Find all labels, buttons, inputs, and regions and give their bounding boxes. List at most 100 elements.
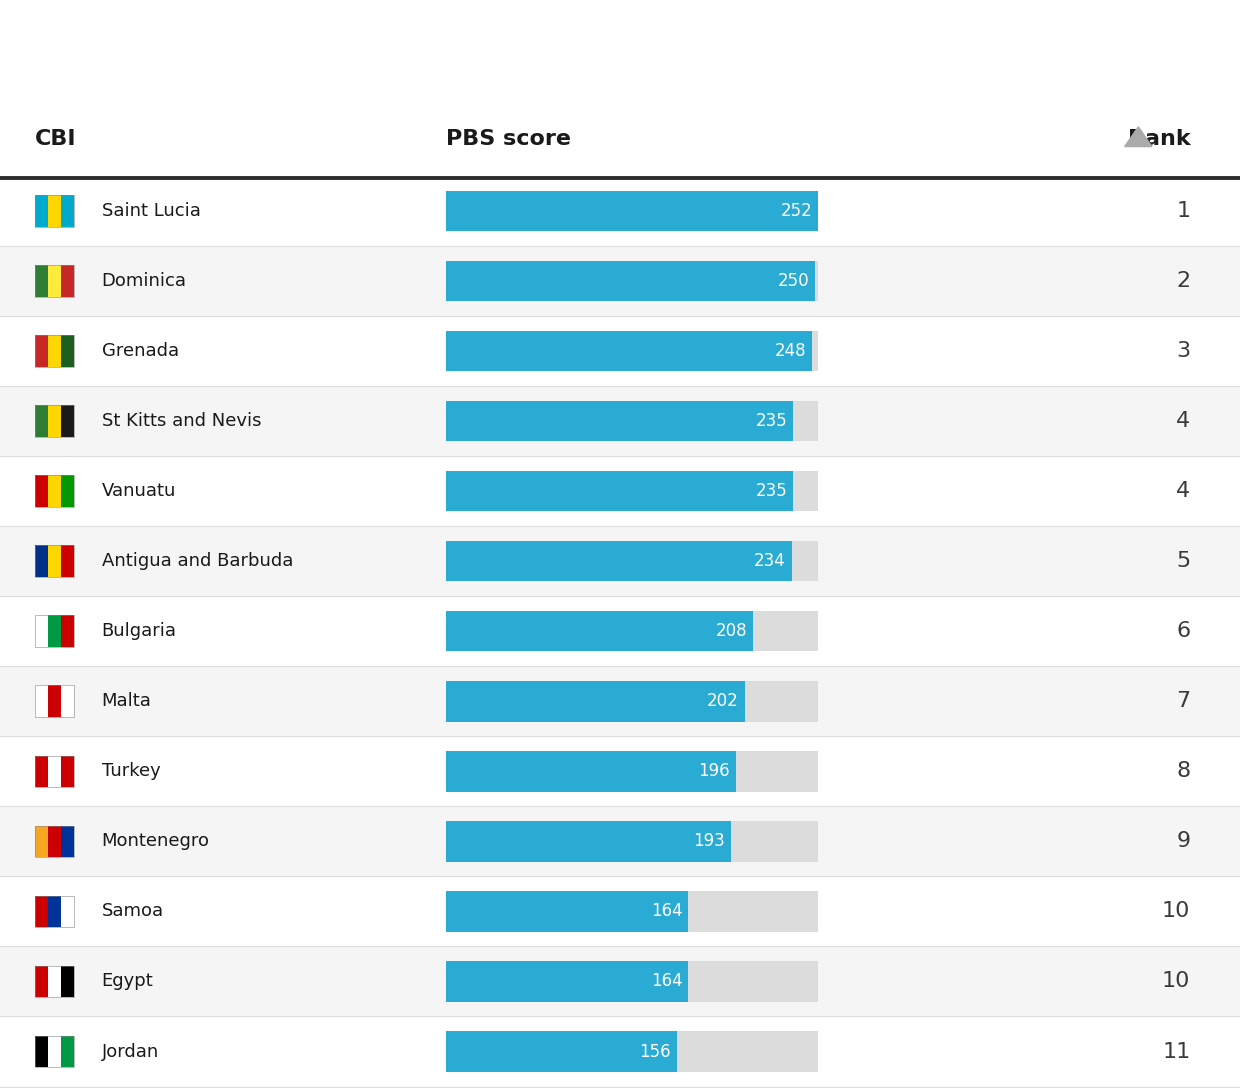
Bar bbox=[0, 316, 1240, 385]
Bar bbox=[61, 686, 74, 717]
Text: CBI: CBI bbox=[35, 129, 76, 149]
Text: 248: 248 bbox=[775, 342, 806, 360]
Bar bbox=[446, 891, 818, 931]
Bar bbox=[48, 895, 61, 927]
Bar bbox=[61, 405, 74, 437]
Text: Egypt: Egypt bbox=[102, 973, 154, 990]
Bar bbox=[35, 545, 74, 577]
Bar bbox=[0, 456, 1240, 526]
Bar bbox=[446, 751, 735, 792]
Text: Malta: Malta bbox=[102, 692, 151, 710]
Text: 250: 250 bbox=[777, 272, 810, 289]
Bar bbox=[35, 475, 74, 507]
Bar bbox=[446, 471, 818, 511]
Text: Rank: Rank bbox=[1127, 129, 1190, 149]
Text: 4: 4 bbox=[1177, 482, 1190, 501]
Text: Saint Lucia: Saint Lucia bbox=[102, 202, 201, 219]
Bar bbox=[61, 1035, 74, 1067]
Bar bbox=[0, 596, 1240, 666]
Text: 164: 164 bbox=[651, 973, 682, 990]
Bar bbox=[446, 401, 818, 441]
Bar bbox=[446, 891, 688, 931]
Bar bbox=[446, 751, 818, 792]
Bar bbox=[446, 821, 732, 862]
Bar bbox=[35, 195, 48, 227]
Text: PBS score: PBS score bbox=[446, 129, 572, 149]
Text: 5: 5 bbox=[1177, 551, 1190, 571]
Bar bbox=[35, 965, 74, 997]
Bar bbox=[35, 756, 48, 787]
Bar bbox=[61, 195, 74, 227]
Bar bbox=[35, 616, 48, 646]
Text: Bulgaria: Bulgaria bbox=[102, 622, 176, 640]
Bar bbox=[0, 877, 1240, 947]
Bar bbox=[35, 686, 74, 717]
Text: 196: 196 bbox=[698, 762, 729, 781]
Bar bbox=[48, 616, 61, 646]
Bar bbox=[446, 190, 818, 232]
Bar bbox=[35, 475, 48, 507]
Bar bbox=[35, 405, 74, 437]
Bar bbox=[48, 1035, 61, 1067]
Bar bbox=[48, 686, 61, 717]
Bar bbox=[61, 335, 74, 367]
Bar bbox=[446, 190, 818, 232]
Bar bbox=[61, 895, 74, 927]
Text: Grenada: Grenada bbox=[102, 342, 179, 360]
Text: 235: 235 bbox=[755, 482, 787, 500]
Bar bbox=[48, 965, 61, 997]
Text: 164: 164 bbox=[651, 902, 682, 921]
Text: Vanuatu: Vanuatu bbox=[102, 482, 176, 500]
Bar bbox=[35, 265, 48, 297]
Text: Turkey: Turkey bbox=[102, 762, 160, 781]
Bar bbox=[35, 1035, 74, 1067]
Bar bbox=[446, 1031, 677, 1072]
Bar bbox=[35, 756, 74, 787]
Text: 202: 202 bbox=[707, 692, 738, 710]
Bar bbox=[0, 736, 1240, 806]
Bar bbox=[0, 246, 1240, 316]
Bar bbox=[61, 756, 74, 787]
Bar bbox=[0, 176, 1240, 246]
Bar bbox=[48, 826, 61, 857]
Bar bbox=[446, 961, 688, 1001]
Bar bbox=[48, 265, 61, 297]
Bar bbox=[35, 826, 48, 857]
Bar bbox=[61, 265, 74, 297]
Bar bbox=[446, 541, 792, 581]
Bar bbox=[0, 666, 1240, 736]
Bar bbox=[446, 1031, 818, 1072]
Text: 6: 6 bbox=[1177, 621, 1190, 641]
Text: 252: 252 bbox=[780, 202, 812, 219]
Bar bbox=[0, 806, 1240, 877]
Bar bbox=[446, 541, 818, 581]
Bar bbox=[0, 0, 1240, 176]
Bar bbox=[446, 331, 812, 371]
Bar bbox=[35, 895, 74, 927]
Text: 3: 3 bbox=[1177, 341, 1190, 361]
Bar bbox=[446, 681, 744, 722]
Text: 193: 193 bbox=[693, 832, 725, 851]
Bar bbox=[35, 1035, 48, 1067]
Bar bbox=[446, 331, 818, 371]
Text: Dominica: Dominica bbox=[102, 272, 187, 289]
Bar bbox=[35, 195, 74, 227]
Bar bbox=[61, 965, 74, 997]
Text: St Kitts and Nevis: St Kitts and Nevis bbox=[102, 412, 262, 430]
Bar bbox=[0, 1017, 1240, 1087]
Text: 2: 2 bbox=[1177, 271, 1190, 290]
Text: Samoa: Samoa bbox=[102, 902, 164, 921]
Polygon shape bbox=[1125, 127, 1152, 146]
Bar bbox=[0, 947, 1240, 1017]
Bar bbox=[48, 195, 61, 227]
Bar bbox=[35, 335, 74, 367]
Bar bbox=[446, 261, 816, 301]
Text: 7: 7 bbox=[1177, 691, 1190, 711]
Bar bbox=[61, 545, 74, 577]
Bar bbox=[446, 471, 794, 511]
Text: Antigua and Barbuda: Antigua and Barbuda bbox=[102, 553, 293, 570]
Text: 1: 1 bbox=[1177, 201, 1190, 221]
Bar bbox=[48, 545, 61, 577]
Text: 208: 208 bbox=[715, 622, 748, 640]
Bar bbox=[35, 616, 74, 646]
